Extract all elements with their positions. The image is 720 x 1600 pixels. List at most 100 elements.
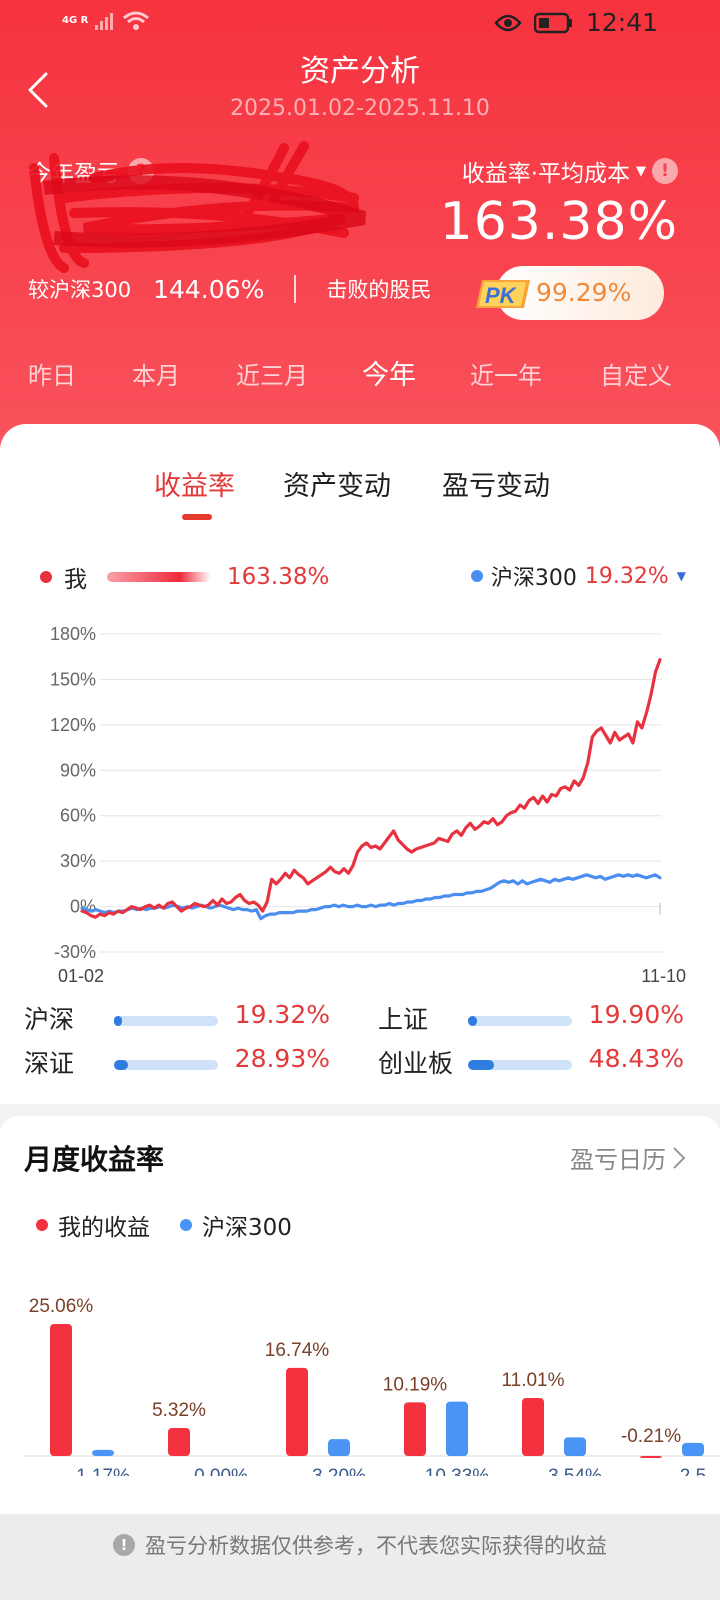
bar-label-mine: 10.19%: [383, 1374, 448, 1395]
tab-underline: [182, 514, 212, 520]
legend-me-value: 163.38%: [227, 564, 330, 590]
monthly-legend: 我的收益 沪深300: [36, 1208, 292, 1242]
bar-label-benchmark: 3.20%: [312, 1466, 366, 1476]
rate-selector[interactable]: 收益率·平均成本 ▼ !: [462, 154, 678, 188]
divider: [294, 275, 297, 303]
monthly-title: 月度收益率: [24, 1143, 165, 1176]
rate-value: 163.38%: [439, 192, 678, 252]
legend-bench-value: 19.32%: [584, 563, 669, 589]
x-tick-label: 01-02: [58, 966, 104, 986]
caret-down-icon: ▼: [636, 163, 646, 179]
bar-label-benchmark: 1.17%: [76, 1466, 130, 1476]
period-this-year[interactable]: 今年: [362, 360, 416, 391]
bar-label-mine: 5.32%: [152, 1400, 206, 1421]
tab-return-rate[interactable]: 收益率: [154, 471, 235, 502]
legend-bench-label: 沪深300: [202, 1215, 292, 1241]
wifi-icon: [123, 11, 150, 30]
rate-label-text: 收益率·平均成本: [461, 161, 630, 187]
index-item: 上证 19.90%: [378, 1000, 688, 1040]
pnl-calendar-link[interactable]: 盈亏日历: [570, 1140, 686, 1175]
bar-mine: [168, 1427, 190, 1456]
redaction-scribble: [29, 141, 367, 273]
y-tick-label: -30%: [54, 942, 96, 962]
bar-mine: [640, 1456, 662, 1458]
beat-label: 击败的股民: [326, 278, 432, 302]
compare-row: 较沪深300 144.06% 击败的股民: [28, 274, 431, 304]
period-custom[interactable]: 自定义: [600, 362, 672, 390]
index-value: 28.93%: [234, 1044, 330, 1073]
bar-benchmark: [92, 1449, 114, 1456]
index-value: 19.90%: [588, 1000, 684, 1029]
bar-label-benchmark: 0.00%: [194, 1466, 248, 1476]
caret-down-icon: ▼: [676, 569, 686, 583]
index-bar-fill: [114, 1060, 128, 1070]
y-tick-label: 30%: [60, 851, 96, 871]
return-line-chart: 180% 150% 120% 90% 60% 30% 0% -30% 01-02 11-10: [50, 624, 686, 986]
bar-benchmark: [328, 1439, 350, 1456]
index-bar-track: [468, 1060, 572, 1070]
chart-legend: 我 163.38% 沪深300 19.32% ▼: [0, 560, 720, 593]
pk-pill[interactable]: PK 99.29%: [476, 266, 664, 320]
bar-mine: [404, 1402, 426, 1456]
bar-label-mine: -0.21%: [621, 1426, 681, 1447]
clock: 12:41: [585, 8, 658, 37]
index-grid: 沪深 19.32% 上证 19.90% 深证 28.93% 创业板 48.43%: [0, 1000, 720, 1100]
legend-dot-bench: [180, 1219, 192, 1231]
footer: ! 盈亏分析数据仅供参考，不代表您实际获得的收益: [0, 1514, 720, 1600]
legend-me-label: 我: [64, 567, 87, 593]
info-icon: !: [113, 1534, 135, 1556]
tab-pnl-change[interactable]: 盈亏变动: [442, 471, 550, 502]
index-bar-fill: [114, 1016, 123, 1026]
index-item: 深证 28.93%: [24, 1044, 334, 1084]
period-yesterday[interactable]: 昨日: [28, 362, 76, 390]
index-bar-track: [468, 1016, 572, 1026]
index-bar-fill: [468, 1016, 478, 1026]
battery-icon: [533, 12, 572, 33]
pk-badge-icon: PK: [476, 280, 530, 308]
eye-icon: [494, 14, 522, 31]
index-item: 沪深 19.32%: [24, 1000, 334, 1040]
bar-mine: [286, 1367, 308, 1456]
y-tick-label: 90%: [60, 760, 96, 780]
period-month[interactable]: 本月: [132, 362, 180, 390]
bar-mine: [522, 1398, 544, 1456]
bar-benchmark: [446, 1401, 468, 1456]
index-value: 19.32%: [234, 1000, 330, 1029]
bar-mine: [50, 1324, 72, 1456]
y-tick-label: 120%: [50, 715, 96, 735]
info-icon[interactable]: !: [652, 158, 678, 184]
legend-me-bar: [107, 572, 211, 582]
back-icon[interactable]: [20, 68, 60, 112]
monthly-bar-chart: 25.06% 5.32% 16.74% 10.19% 11.01% -0.21% 1.17%…: [24, 1296, 720, 1476]
index-bar-fill: [468, 1060, 494, 1070]
index-bar-track: [114, 1016, 218, 1026]
bar-label-benchmark: 10.33%: [425, 1466, 490, 1476]
legend-benchmark[interactable]: 沪深300 19.32% ▼: [470, 560, 686, 592]
index-value: 48.43%: [588, 1044, 684, 1073]
chart-tabs: 收益率 资产变动 盈亏变动: [0, 464, 720, 524]
index-name: 创业板: [378, 1049, 454, 1078]
index-name: 深证: [24, 1049, 75, 1078]
bar-label-benchmark: 2.5: [680, 1466, 706, 1476]
bar-label-benchmark: 3.54%: [548, 1466, 602, 1476]
pnl-calendar-label: 盈亏日历: [570, 1146, 666, 1174]
legend-dot-mine: [36, 1219, 48, 1231]
y-tick-label: 180%: [50, 624, 96, 644]
period-tabs: 昨日 本月 近三月 今年 近一年 自定义: [0, 356, 720, 400]
bar-benchmark: [564, 1437, 586, 1456]
compare-value: 144.06%: [153, 274, 265, 304]
y-tick-label: 150%: [50, 669, 96, 689]
footer-note-text: 盈亏分析数据仅供参考，不代表您实际获得的收益: [145, 1534, 607, 1558]
chevron-right-icon: [673, 1146, 686, 1169]
tab-asset-change[interactable]: 资产变动: [283, 471, 391, 502]
returns-card: 收益率 资产变动 盈亏变动 我 163.38% 沪深300 19.32% ▼ 1…: [0, 424, 720, 1104]
period-one-year[interactable]: 近一年: [470, 362, 542, 390]
date-range: 2025.01.02-2025.11.10: [230, 96, 490, 121]
index-bar-track: [114, 1060, 218, 1070]
status-bar: 4G R 12:41: [0, 0, 720, 48]
compare-label: 较沪深300: [28, 278, 132, 302]
pk-badge-text: PK: [485, 283, 518, 308]
y-tick-label: 60%: [60, 806, 96, 826]
index-name: 上证: [378, 1005, 429, 1034]
period-three-months[interactable]: 近三月: [236, 362, 308, 390]
